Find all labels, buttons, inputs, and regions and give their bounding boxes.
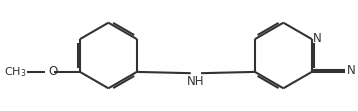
- Text: NH: NH: [187, 75, 205, 88]
- Text: O: O: [48, 65, 57, 78]
- Text: N: N: [313, 32, 322, 45]
- Text: N: N: [347, 64, 355, 77]
- Text: CH$_3$: CH$_3$: [4, 65, 26, 79]
